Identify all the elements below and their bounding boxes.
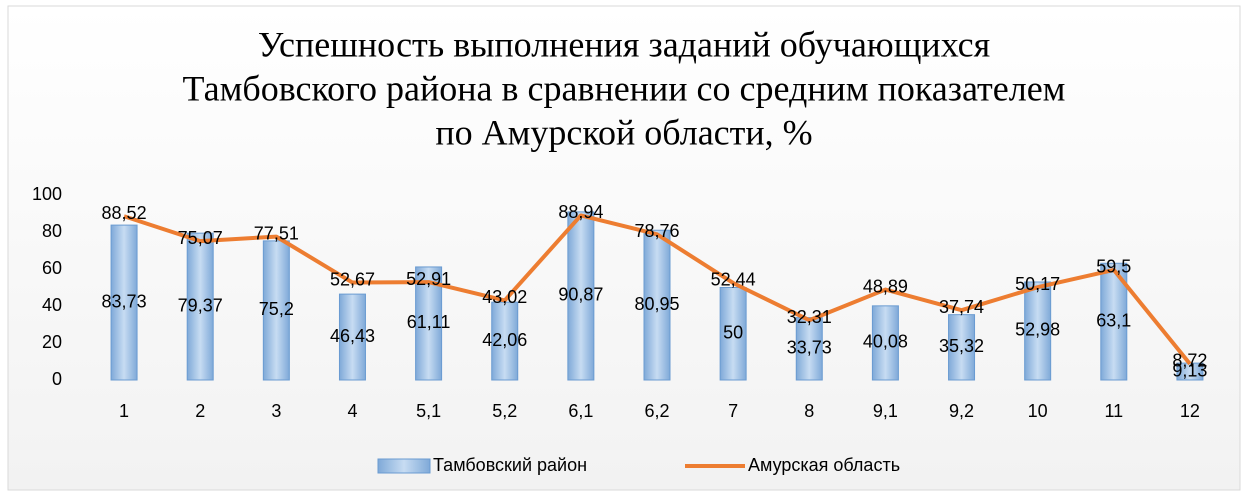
- x-tick-label: 4: [347, 401, 357, 421]
- bar-value-label: 52,98: [1015, 320, 1060, 340]
- line-value-label: 32,31: [787, 307, 832, 327]
- bar-value-label: 63,1: [1096, 310, 1131, 330]
- line-value-label: 37,74: [939, 297, 984, 317]
- legend-label: Тамбовский район: [433, 455, 587, 475]
- y-tick-label: 60: [42, 258, 62, 278]
- bar: [719, 287, 747, 381]
- chart-title: по Амурской области, %: [435, 112, 812, 152]
- y-tick-label: 100: [32, 184, 62, 204]
- bar: [567, 211, 595, 381]
- line-value-label: 75,07: [178, 228, 223, 248]
- x-tick-label: 6,2: [644, 401, 669, 421]
- bar: [186, 232, 214, 381]
- bar: [491, 301, 519, 381]
- bar: [110, 224, 138, 381]
- line-value-label: 43,02: [482, 287, 527, 307]
- bar-value-label: 79,37: [178, 295, 223, 315]
- x-tick-label: 6,1: [568, 401, 593, 421]
- x-tick-label: 11: [1104, 401, 1123, 421]
- bar-value-label: 50: [723, 323, 743, 343]
- line-value-label: 50,17: [1015, 274, 1060, 294]
- x-tick-label: 10: [1028, 401, 1048, 421]
- line-value-label: 52,67: [330, 269, 375, 289]
- line-value-label: 88,94: [558, 202, 603, 222]
- x-tick-label: 7: [728, 401, 738, 421]
- bar-value-label: 35,32: [939, 336, 984, 356]
- bar: [643, 229, 671, 381]
- chart-title: Тамбовского района в сравнении со средни…: [183, 68, 1066, 108]
- bar-value-label: 83,73: [102, 291, 147, 311]
- line-value-label: 59,5: [1096, 257, 1131, 277]
- chart-title: Успешность выполнения заданий обучающихс…: [258, 24, 990, 64]
- bar: [948, 314, 976, 381]
- bar: [871, 305, 899, 381]
- bar-value-label: 75,2: [259, 299, 294, 319]
- bar-value-label: 80,95: [634, 294, 679, 314]
- bar: [1024, 281, 1052, 381]
- bar-value-label: 61,11: [407, 312, 451, 332]
- line-value-label: 78,76: [634, 221, 679, 241]
- line: [123, 213, 1192, 366]
- bar-value-label: 42,06: [482, 330, 527, 350]
- bar-value-label: 46,43: [330, 326, 375, 346]
- x-tick-label: 2: [195, 401, 205, 421]
- x-tick-label: 1: [119, 401, 129, 421]
- x-tick-label: 8: [804, 401, 814, 421]
- y-tick-label: 80: [42, 221, 62, 241]
- bar-value-label: 33,73: [787, 338, 832, 358]
- bar: [262, 240, 290, 381]
- bar: [338, 293, 366, 381]
- line-value-label: 88,52: [102, 203, 147, 223]
- x-tick-label: 9,1: [873, 401, 898, 421]
- bar: [795, 317, 823, 381]
- y-tick-label: 0: [52, 369, 62, 389]
- bar-value-label: 90,87: [558, 285, 603, 305]
- x-tick-label: 12: [1180, 401, 1200, 421]
- bar-value-label: 9,13: [1172, 360, 1207, 380]
- line-value-label: 77,51: [254, 223, 299, 243]
- line-value-label: 52,91: [406, 269, 451, 289]
- legend-swatch: [377, 458, 431, 474]
- x-tick-label: 9,2: [949, 401, 974, 421]
- bar-value-label: 40,08: [863, 332, 908, 352]
- line-value-label: 48,89: [863, 276, 908, 296]
- x-tick-label: 5,1: [416, 401, 441, 421]
- line-value-label: 8,72: [1172, 351, 1207, 371]
- legend-label: Амурская область: [748, 455, 900, 475]
- y-tick-label: 20: [42, 332, 62, 352]
- y-tick-label: 40: [42, 295, 62, 315]
- x-tick-label: 3: [271, 401, 281, 421]
- line-value-label: 52,44: [711, 270, 756, 290]
- x-tick-label: 5,2: [492, 401, 517, 421]
